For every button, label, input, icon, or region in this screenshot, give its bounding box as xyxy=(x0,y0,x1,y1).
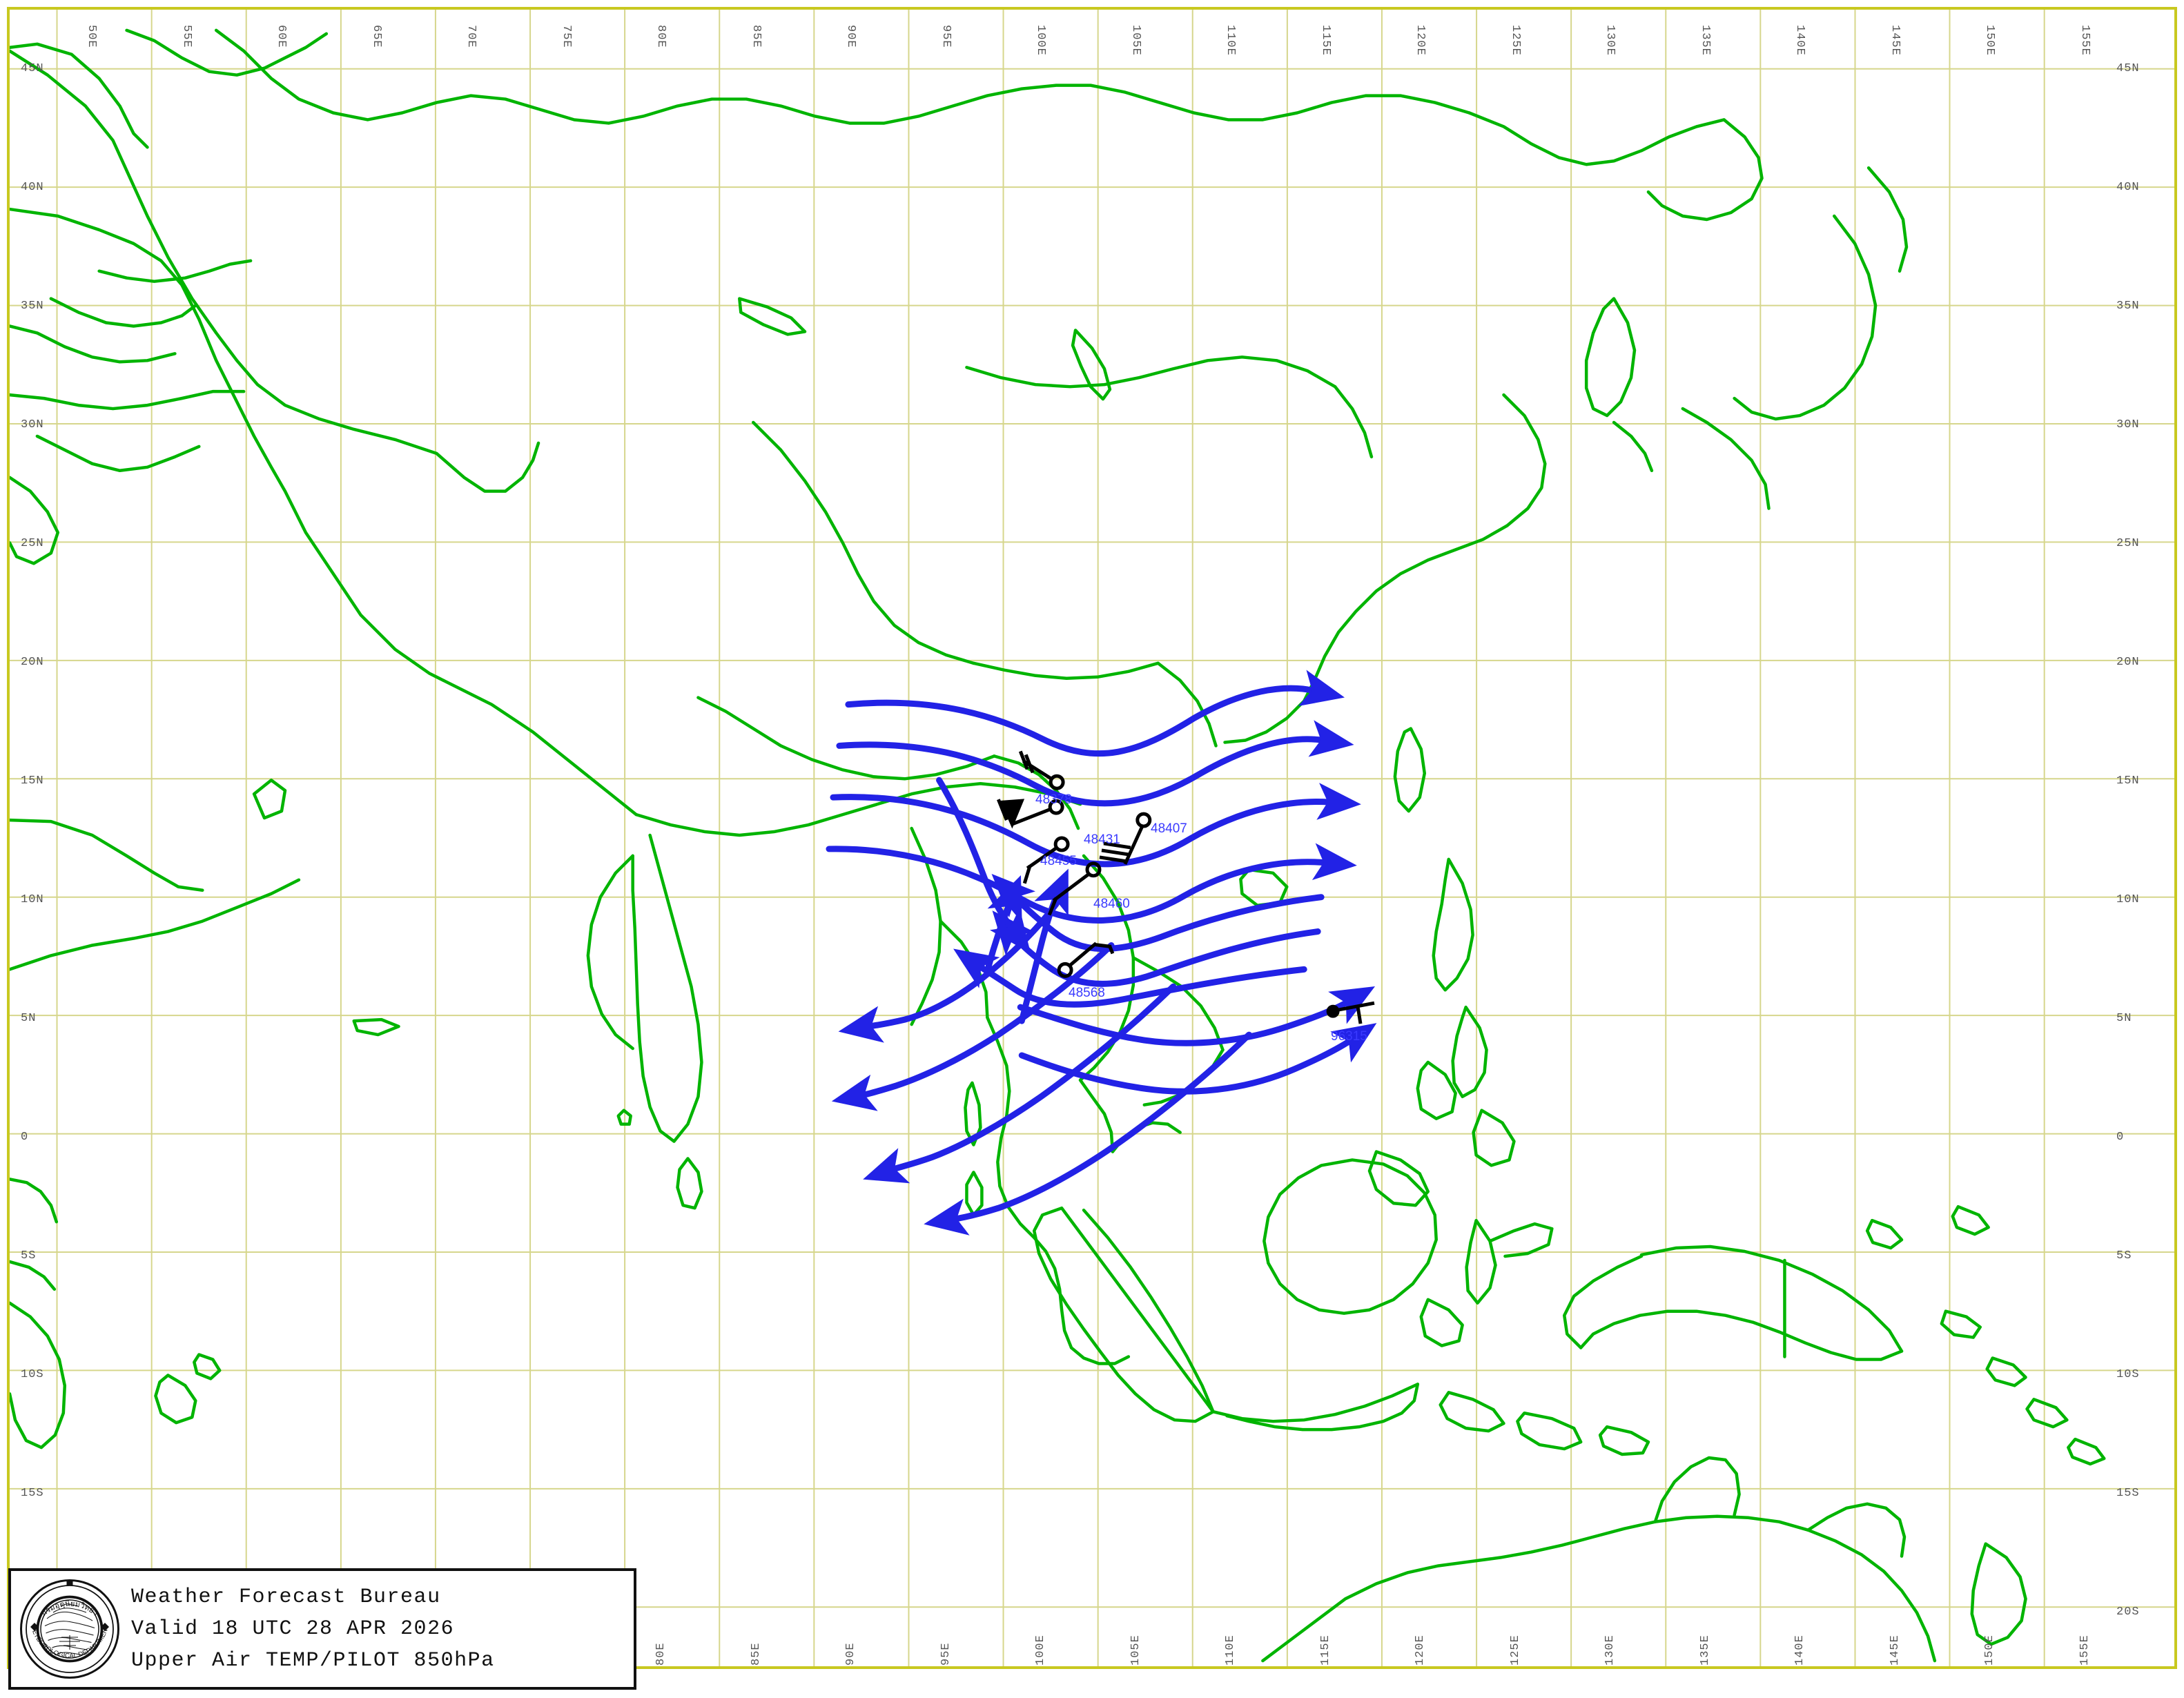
lat-tick-label-left: 15S xyxy=(21,1487,44,1500)
lon-tick-label-top: 75E xyxy=(560,25,573,48)
station-id-label: 48431 xyxy=(1084,832,1120,847)
lon-tick-label-top: 95E xyxy=(939,25,953,48)
lon-tick-label-bottom: 120E xyxy=(1414,1634,1427,1666)
lat-tick-label-right: 25N xyxy=(2116,537,2140,550)
lon-tick-label-top: 100E xyxy=(1034,25,1047,56)
lat-tick-label-right: 35N xyxy=(2116,300,2140,313)
lat-tick-label-left: 15N xyxy=(21,774,44,788)
lat-tick-label-right: 15N xyxy=(2116,774,2140,788)
lat-tick-label-left: 25N xyxy=(21,537,44,550)
streamline-layer xyxy=(826,670,1377,1236)
map-frame: 50E 55E 60E 65E 70E 75E 80E 85E 90E 95E … xyxy=(7,7,2177,1669)
lat-tick-label-right: 20S xyxy=(2116,1606,2140,1619)
lon-tick-label-bottom: 115E xyxy=(1319,1634,1332,1666)
lon-tick-label-bottom: 155E xyxy=(2078,1634,2092,1666)
coastline-layer xyxy=(10,28,2106,1663)
lon-tick-label-bottom: 125E xyxy=(1509,1634,1522,1666)
station-id-label: 48568 xyxy=(1069,986,1105,1000)
lon-tick-label-top: 145E xyxy=(1889,25,1902,56)
lat-tick-label-right: 20N xyxy=(2116,656,2140,669)
lat-tick-label-left: 35N xyxy=(21,300,44,313)
lat-tick-label-right: 0 xyxy=(2116,1131,2125,1144)
lon-tick-label-bottom: 150E xyxy=(1983,1634,1996,1666)
lat-tick-label-right: 5N xyxy=(2116,1012,2132,1025)
lon-tick-label-top: 105E xyxy=(1129,25,1142,56)
station-plot-layer xyxy=(997,750,1375,1024)
lon-tick-label-top: 155E xyxy=(2078,25,2092,56)
lon-tick-label-top: 110E xyxy=(1224,25,1237,56)
lat-tick-label-left: 10S xyxy=(21,1368,44,1381)
lon-tick-label-top: 90E xyxy=(844,25,857,48)
lon-tick-label-bottom: 110E xyxy=(1224,1634,1237,1666)
legend-organization: Weather Forecast Bureau xyxy=(131,1585,441,1609)
lat-tick-label-right: 40N xyxy=(2116,181,2140,194)
lat-tick-label-left: 20N xyxy=(21,656,44,669)
lon-tick-label-top: 115E xyxy=(1319,25,1332,56)
lon-tick-label-top: 55E xyxy=(180,25,193,48)
lat-tick-label-right: 30N xyxy=(2116,418,2140,431)
seal-bottom-text: METEOROLOGICAL DEPARTMENT xyxy=(18,1577,110,1660)
lon-tick-label-top: 150E xyxy=(1983,25,1996,56)
station-id-label: 48407 xyxy=(1151,821,1187,836)
lon-tick-label-top: 130E xyxy=(1603,25,1617,56)
lon-tick-label-bottom: 105E xyxy=(1129,1634,1142,1666)
lat-tick-label-left: 5N xyxy=(21,1012,37,1025)
lat-tick-label-right: 10S xyxy=(2116,1368,2140,1381)
lon-tick-label-top: 140E xyxy=(1793,25,1806,56)
map-plot-area xyxy=(10,10,2174,1666)
seal-top-text: กรมอุตุนิยมวิทยา xyxy=(40,1600,99,1618)
lon-tick-label-bottom: 145E xyxy=(1889,1634,1902,1666)
lat-tick-label-right: 45N xyxy=(2116,62,2140,75)
lon-tick-label-top: 135E xyxy=(1699,25,1712,56)
lon-tick-label-bottom: 90E xyxy=(844,1642,857,1666)
lon-tick-label-bottom: 85E xyxy=(750,1642,763,1666)
lat-tick-label-right: 10N xyxy=(2116,893,2140,906)
lon-tick-label-top: 85E xyxy=(750,25,763,48)
lat-tick-label-left: 40N xyxy=(21,181,44,194)
lon-tick-label-top: 120E xyxy=(1414,25,1427,56)
lat-tick-label-right: 5S xyxy=(2116,1249,2132,1262)
lon-tick-label-bottom: 95E xyxy=(939,1642,953,1666)
lat-tick-label-left: 0 xyxy=(21,1131,29,1144)
station-id-label: 96315 xyxy=(1331,1029,1367,1044)
lat-tick-label-left: 10N xyxy=(21,893,44,906)
lon-tick-label-bottom: 135E xyxy=(1699,1634,1712,1666)
legend-text-block: Weather Forecast Bureau Valid 18 UTC 28 … xyxy=(131,1581,495,1677)
legend-box: กรมอุตุนิยมวิทยา METEOROLOGICAL DEPARTME… xyxy=(8,1568,636,1690)
lon-tick-label-top: 125E xyxy=(1509,25,1522,56)
lon-tick-label-top: 60E xyxy=(275,25,288,48)
station-id-label: 48378 xyxy=(1035,792,1072,807)
legend-valid-time: Valid 18 UTC 28 APR 2026 xyxy=(131,1617,455,1641)
station-id-label: 48460 xyxy=(1093,897,1130,911)
lat-tick-label-right: 15S xyxy=(2116,1487,2140,1500)
meteorological-department-seal-icon: กรมอุตุนิยมวิทยา METEOROLOGICAL DEPARTME… xyxy=(18,1577,119,1679)
lon-tick-label-bottom: 80E xyxy=(654,1642,667,1666)
lat-tick-label-left: 45N xyxy=(21,62,44,75)
lat-tick-label-left: 30N xyxy=(21,418,44,431)
station-id-label: 48455 xyxy=(1040,854,1077,868)
legend-chart-type: Upper Air TEMP/PILOT 850hPa xyxy=(131,1649,495,1672)
lon-tick-label-top: 80E xyxy=(654,25,667,48)
lon-tick-label-bottom: 130E xyxy=(1603,1634,1617,1666)
lon-tick-label-top: 70E xyxy=(465,25,478,48)
lon-tick-label-top: 65E xyxy=(370,25,383,48)
lon-tick-label-bottom: 140E xyxy=(1793,1634,1806,1666)
lat-tick-label-left: 5S xyxy=(21,1249,37,1262)
lon-tick-label-bottom: 100E xyxy=(1034,1634,1047,1666)
lon-tick-label-top: 50E xyxy=(85,25,98,48)
